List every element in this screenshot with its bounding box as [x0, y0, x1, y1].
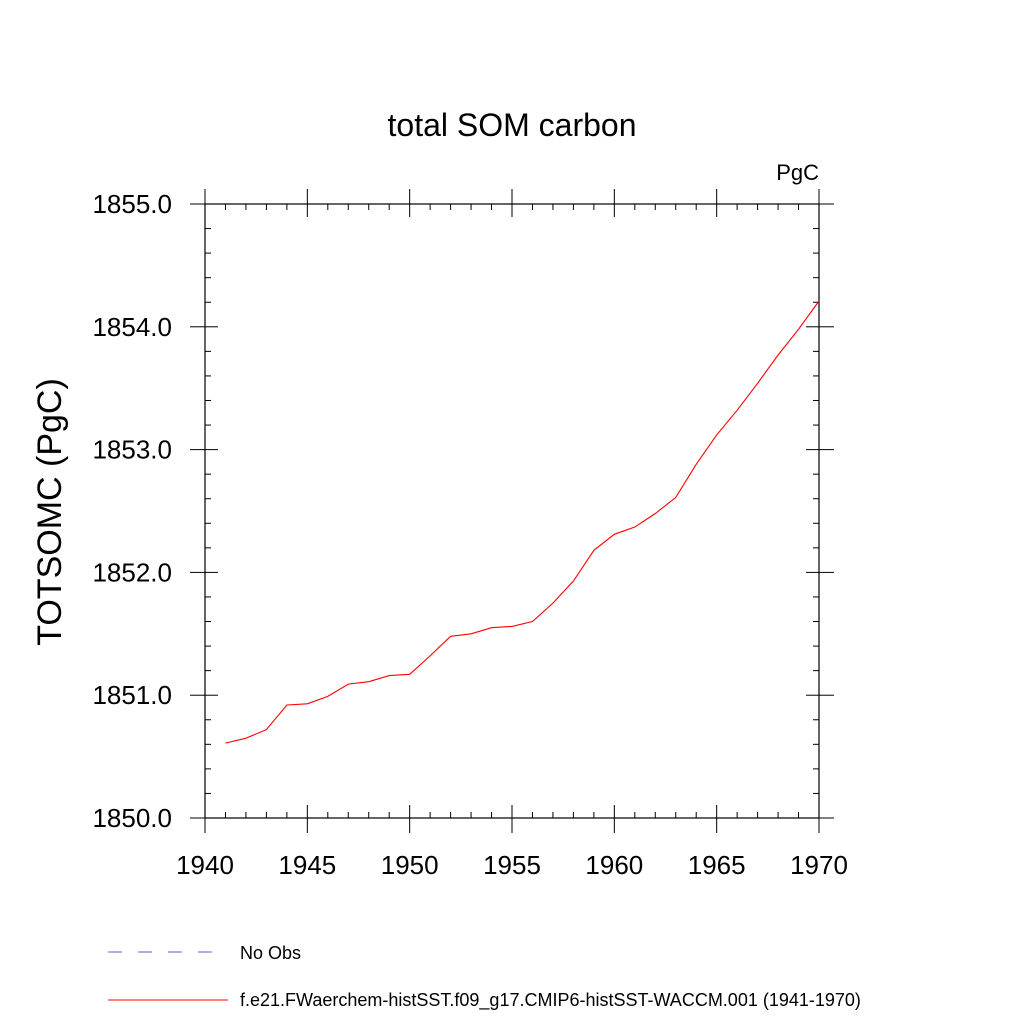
x-tick-label: 1970 [790, 850, 848, 880]
y-tick-label: 1855.0 [92, 189, 172, 219]
x-tick-label: 1960 [585, 850, 643, 880]
x-tick-label: 1965 [688, 850, 746, 880]
x-tick-label: 1950 [381, 850, 439, 880]
units-label: PgC [776, 160, 819, 185]
x-tick-label: 1945 [278, 850, 336, 880]
series-line-1 [225, 300, 820, 744]
legend: No Obs f.e21.FWaerchem-histSST.f09_g17.C… [108, 943, 861, 1011]
series-lines [225, 300, 820, 744]
legend-label-no-obs: No Obs [240, 943, 301, 963]
tick-labels: 1940 1945 1950 1955 1960 1965 1970 1850.0 1851.0… [92, 189, 847, 880]
y-axis-label: TOTSOMC (PgC) [31, 378, 69, 646]
legend-label-model: f.e21.FWaerchem-histSST.f09_g17.CMIP6-hi… [240, 990, 861, 1011]
y-tick-label: 1853.0 [92, 435, 172, 465]
chart-title: total SOM carbon [388, 107, 637, 143]
y-tick-label: 1852.0 [92, 557, 172, 587]
axis-ticks [190, 189, 834, 833]
x-tick-label: 1940 [176, 850, 234, 880]
x-tick-label: 1955 [483, 850, 541, 880]
y-tick-label: 1854.0 [92, 312, 172, 342]
y-tick-label: 1851.0 [92, 680, 172, 710]
y-tick-label: 1850.0 [92, 803, 172, 833]
plot-frame [204, 203, 820, 819]
